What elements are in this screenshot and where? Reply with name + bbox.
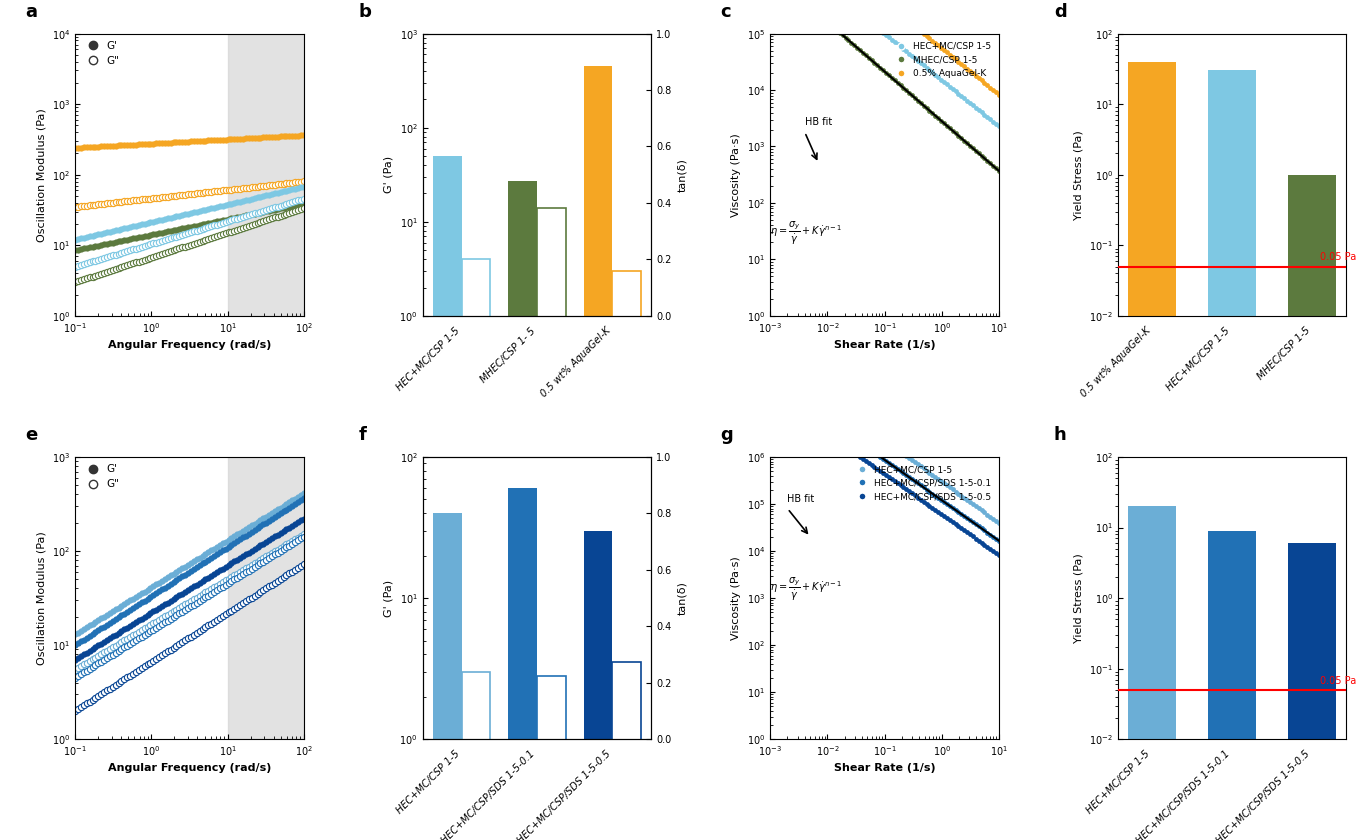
Y-axis label: Viscosity (Pa·s): Viscosity (Pa·s): [731, 556, 741, 640]
Y-axis label: Viscosity (Pa·s): Viscosity (Pa·s): [731, 133, 741, 217]
Bar: [228, 34, 303, 316]
Text: HB fit: HB fit: [805, 117, 833, 127]
Bar: [1288, 543, 1336, 840]
Legend: G', G": G', G": [81, 39, 122, 68]
Bar: [509, 488, 537, 840]
Legend: HEC+MC/CSP 1-5, HEC+MC/CSP/SDS 1-5-0.1, HEC+MC/CSP/SDS 1-5-0.5: HEC+MC/CSP 1-5, HEC+MC/CSP/SDS 1-5-0.1, …: [849, 461, 994, 505]
Bar: [228, 457, 303, 739]
Text: d: d: [1054, 3, 1066, 21]
Bar: [584, 531, 612, 840]
Bar: [433, 513, 462, 840]
Y-axis label: G' (Pa): G' (Pa): [384, 156, 394, 193]
Bar: [1128, 507, 1176, 840]
X-axis label: Shear Rate (1/s): Shear Rate (1/s): [834, 764, 935, 774]
Bar: [612, 663, 641, 840]
Bar: [1128, 61, 1176, 840]
Bar: [584, 66, 612, 840]
Bar: [537, 208, 566, 840]
Text: h: h: [1054, 426, 1066, 444]
Bar: [1208, 531, 1256, 840]
Bar: [537, 676, 566, 840]
Text: e: e: [25, 426, 37, 444]
Text: a: a: [25, 3, 37, 21]
Legend: HEC+MC/CSP 1-5, MHEC/CSP 1-5, 0.5% AquaGel-K: HEC+MC/CSP 1-5, MHEC/CSP 1-5, 0.5% AquaG…: [889, 38, 994, 81]
X-axis label: Angular Frequency (rad/s): Angular Frequency (rad/s): [108, 340, 271, 350]
Bar: [612, 271, 641, 840]
Text: 0.05 Pa: 0.05 Pa: [1321, 675, 1356, 685]
Bar: [509, 181, 537, 840]
Bar: [433, 156, 462, 840]
Text: 0.05 Pa: 0.05 Pa: [1321, 252, 1356, 262]
Y-axis label: Oscillation Modulus (Pa): Oscillation Modulus (Pa): [37, 531, 46, 665]
Text: c: c: [720, 3, 730, 21]
Text: f: f: [358, 426, 366, 444]
Text: HB fit: HB fit: [787, 494, 815, 504]
Y-axis label: Yield Stress (Pa): Yield Stress (Pa): [1073, 130, 1084, 219]
Y-axis label: Yield Stress (Pa): Yield Stress (Pa): [1073, 554, 1084, 643]
X-axis label: Angular Frequency (rad/s): Angular Frequency (rad/s): [108, 764, 271, 774]
Y-axis label: tan(δ): tan(δ): [677, 158, 688, 192]
Legend: G', G": G', G": [81, 462, 122, 491]
Y-axis label: G' (Pa): G' (Pa): [384, 580, 394, 617]
Y-axis label: Oscillation Modulus (Pa): Oscillation Modulus (Pa): [37, 108, 46, 242]
X-axis label: Shear Rate (1/s): Shear Rate (1/s): [834, 340, 935, 350]
Text: $\eta = \dfrac{\sigma_y}{\dot{\gamma}} + K\dot{\gamma}^{n-1}$: $\eta = \dfrac{\sigma_y}{\dot{\gamma}} +…: [770, 575, 842, 603]
Bar: [462, 260, 491, 840]
Text: b: b: [358, 3, 372, 21]
Text: g: g: [720, 426, 733, 444]
Bar: [1288, 175, 1336, 840]
Y-axis label: tan(δ): tan(δ): [677, 581, 688, 615]
Bar: [1208, 71, 1256, 840]
Text: $\eta = \dfrac{\sigma_y}{\dot{\gamma}} + K\dot{\gamma}^{n-1}$: $\eta = \dfrac{\sigma_y}{\dot{\gamma}} +…: [770, 220, 842, 247]
Bar: [462, 672, 491, 840]
